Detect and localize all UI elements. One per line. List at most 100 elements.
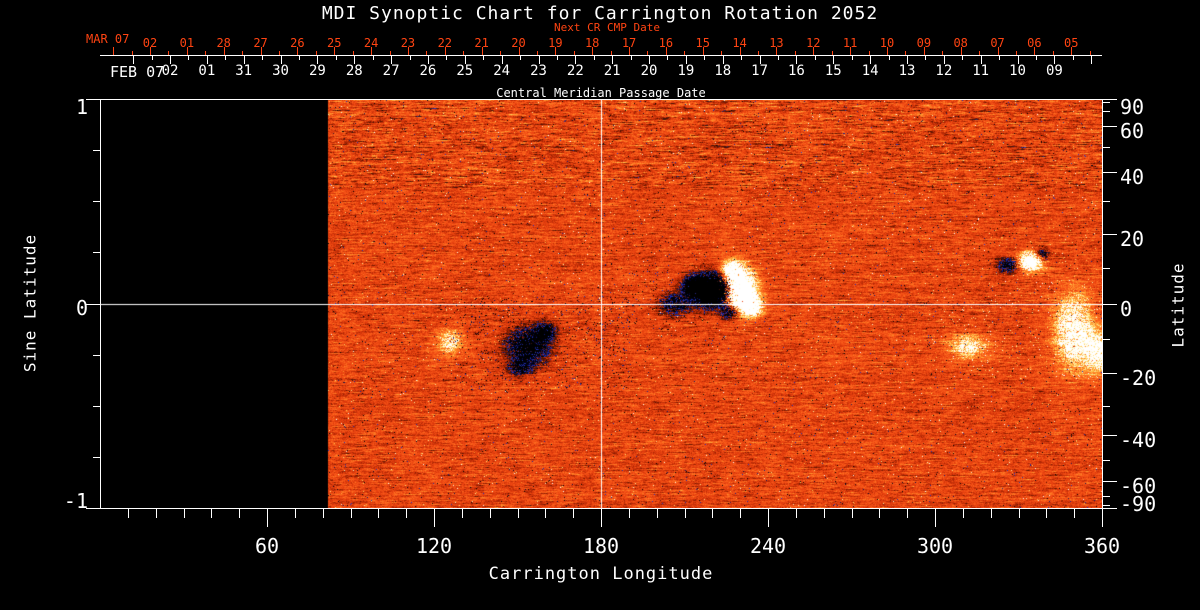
longitude-tick-label: 60 [254,534,280,558]
latitude-tick [1103,339,1110,340]
next-cr-halfday-tick [610,51,612,55]
next-cr-halfday-tick [1089,51,1091,55]
cmp-halfday-tick [851,56,853,60]
cmp-day-tick [1091,56,1093,64]
cmp-halfday-tick [409,56,411,60]
latitude-tick [1103,172,1117,173]
next-cr-day-tick [997,47,999,55]
next-cr-day-label: 05 [1064,36,1079,50]
longitude-tick-label: 180 [582,534,620,558]
next-cr-day-label: 27 [253,36,268,50]
next-cr-day-tick [850,47,852,55]
cmp-day-label: 21 [603,63,621,79]
longitude-tick-label: 300 [916,534,954,558]
next-cr-halfday-tick [500,51,502,55]
cmp-halfday-tick [335,56,337,60]
cmp-day-tick [575,56,577,64]
next-cr-day-tick [813,47,815,55]
next-cr-halfday-tick [389,51,391,55]
sine-latitude-tick [93,406,100,407]
sine-latitude-tick [93,252,100,253]
cmp-day-label: 30 [272,63,289,79]
latitude-tick [1103,147,1110,148]
next-cr-halfday-tick [1052,51,1054,55]
cmp-day-label: 13 [898,63,916,79]
next-cr-day-tick [739,47,741,55]
cmp-halfday-tick [1072,56,1074,60]
latitude-tick-label: -40 [1120,427,1157,452]
next-cr-day-tick [1034,47,1036,55]
next-cr-day-tick [444,47,446,55]
cmp-day-label: 27 [382,63,400,79]
next-cr-day-label: 21 [474,36,489,50]
cmp-month-header: FEB 07 [110,63,165,81]
next-cr-day-label: 01 [179,36,195,50]
next-cr-halfday-tick [168,51,170,55]
next-cr-day-label: 13 [769,36,784,50]
latitude-tick [1103,268,1110,269]
next-cr-day-tick [555,47,557,55]
next-cr-day-tick [629,47,631,55]
longitude-tick [323,509,324,518]
next-cr-halfday-tick [536,51,538,55]
chart-title: MDI Synoptic Chart for Carrington Rotati… [321,3,879,24]
cmp-day-tick [133,56,135,64]
longitude-tick [518,509,519,518]
sine-latitude-tick [93,355,100,356]
latitude-tick [1103,201,1110,202]
longitude-tick [211,509,212,518]
cmp-halfday-tick [962,56,964,60]
cmp-day-label: 11 [972,63,990,79]
next-cr-day-tick [776,47,778,55]
cmp-day-tick [538,56,540,64]
next-cr-day-label: 11 [842,36,858,50]
longitude-tick [490,509,491,518]
next-cr-day-tick [297,47,299,55]
cmp-day-tick [833,56,835,64]
next-cr-halfday-tick [721,51,723,55]
cmp-day-tick [354,56,356,64]
longitude-tick [1074,509,1075,518]
longitude-tick-label: 120 [415,534,453,558]
longitude-tick [267,509,268,527]
next-cr-day-label: 26 [290,36,305,50]
next-cr-day-tick [960,47,962,55]
cmp-halfday-tick [483,56,485,60]
next-cr-halfday-tick [942,51,944,55]
next-cr-day-label: 19 [548,36,563,50]
longitude-tick [462,509,463,518]
next-cr-day-tick [113,47,115,55]
cmp-day-tick [206,56,208,64]
sine-latitude-axis-title: Sine Latitude [20,233,40,373]
cmp-halfday-tick [593,56,595,60]
next-cr-halfday-tick [463,51,465,55]
next-cr-day-label: 08 [953,36,968,50]
latitude-tick-label: 0 [1120,296,1133,321]
magnetogram-image [100,99,1102,508]
latitude-tick [1103,99,1117,100]
latitude-tick [1103,505,1110,506]
cmp-halfday-tick [151,56,153,60]
next-cr-halfday-tick [131,51,133,55]
cmp-day-tick [796,56,798,64]
longitude-tick [239,509,240,518]
longitude-tick [351,509,352,518]
next-cr-day-label: 23 [400,36,416,50]
next-cr-day-label: 20 [511,36,526,50]
longitude-tick [740,509,741,518]
next-cr-day-label: 06 [1027,36,1042,50]
cmp-halfday-tick [556,56,558,60]
longitude-tick [712,509,713,518]
next-cr-halfday-tick [205,51,207,55]
next-cr-day-tick [702,47,704,55]
latitude-tick [1103,111,1110,112]
cmp-day-tick [943,56,945,64]
longitude-tick [1102,509,1103,527]
next-cr-day-tick [518,47,520,55]
cmp-halfday-tick [814,56,816,60]
date-axis-line [100,55,1102,56]
latitude-tick-label: 90 [1120,95,1145,119]
next-cr-day-tick [223,47,225,55]
cmp-day-label: 16 [788,63,805,79]
